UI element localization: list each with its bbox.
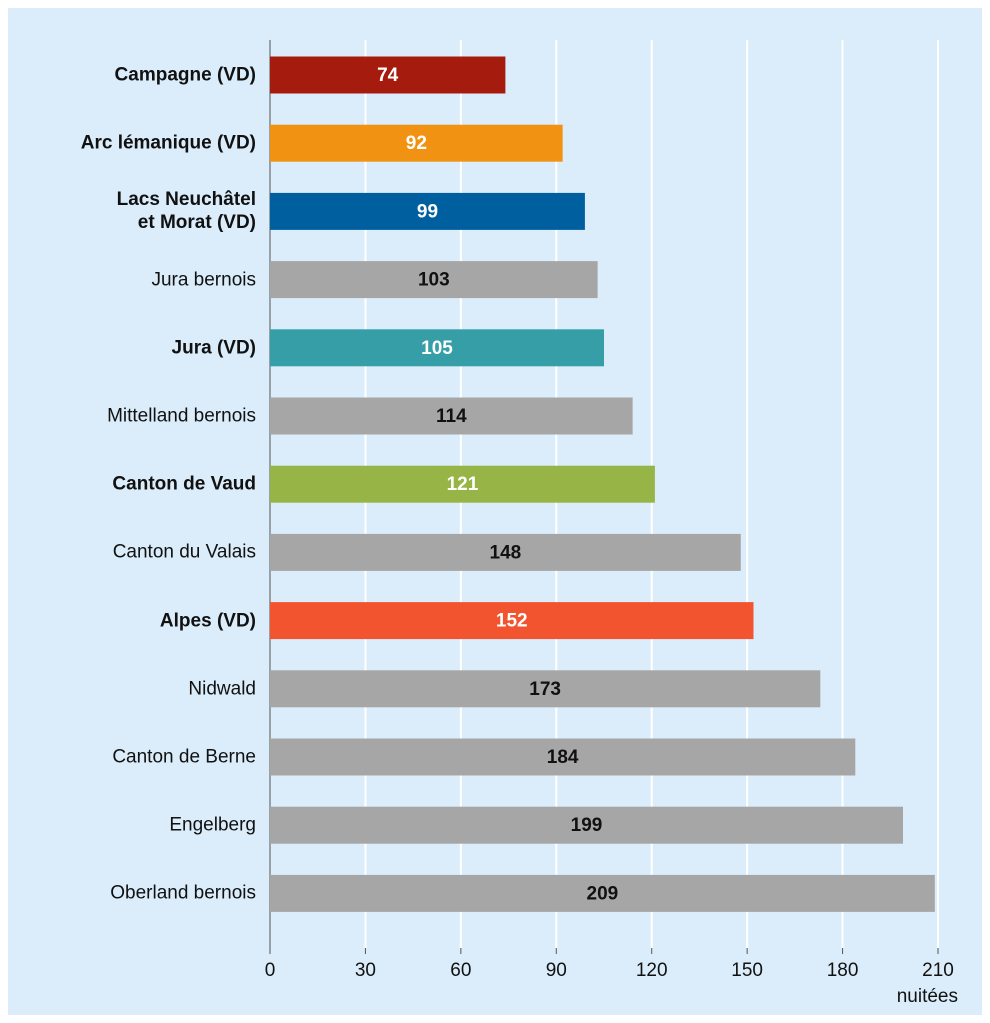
value-label: 121 [447,474,479,495]
value-label: 184 [547,747,579,768]
bar [270,465,655,503]
value-label: 148 [490,542,522,563]
value-label: 114 [436,406,467,427]
bar [270,670,821,708]
bar [270,602,754,640]
category-label: Jura bernois [151,269,256,291]
bar [270,329,604,367]
x-tick-label: 180 [827,960,859,981]
value-label: 209 [587,883,619,904]
bar [270,124,563,162]
category-label: Alpes (VD) [159,610,256,632]
bar [270,56,506,94]
bar [270,874,935,912]
value-label: 152 [496,611,528,632]
category-label: Nidwald [188,678,256,700]
x-tick-label: 0 [265,960,276,981]
x-tick-label: 30 [355,960,376,981]
category-label: Canton de Berne [112,746,256,768]
value-label: 199 [571,815,603,836]
value-label: 103 [418,270,450,291]
value-label: 173 [529,679,561,700]
category-label: Campagne (VD) [114,64,256,86]
category-label: Arc lémanique (VD) [80,132,256,154]
value-label: 105 [421,338,453,359]
bar [270,192,585,230]
bar [270,533,741,571]
value-label: 92 [406,133,427,154]
category-label: Canton du Valais [112,541,256,563]
x-tick-label: 150 [731,960,763,981]
x-tick-label: 210 [922,960,954,981]
panel [8,8,982,1015]
value-label: 99 [417,201,438,222]
category-label: Engelberg [169,814,256,836]
category-label: Oberland bernois [110,882,256,904]
x-tick-label: 60 [450,960,471,981]
category-label: Canton de Vaud [112,473,256,495]
x-tick-label: 90 [546,960,567,981]
bar [270,261,598,299]
bar [270,397,633,435]
category-label: Lacs Neuchâtel et Morat (VD) [116,189,256,234]
x-axis-label: nuitées [897,986,958,1007]
category-label: Mittelland bernois [107,405,256,427]
bar [270,738,856,776]
category-label: Jura (VD) [171,337,256,359]
bar [270,806,904,844]
value-label: 74 [377,65,399,86]
x-tick-label: 120 [636,960,668,981]
